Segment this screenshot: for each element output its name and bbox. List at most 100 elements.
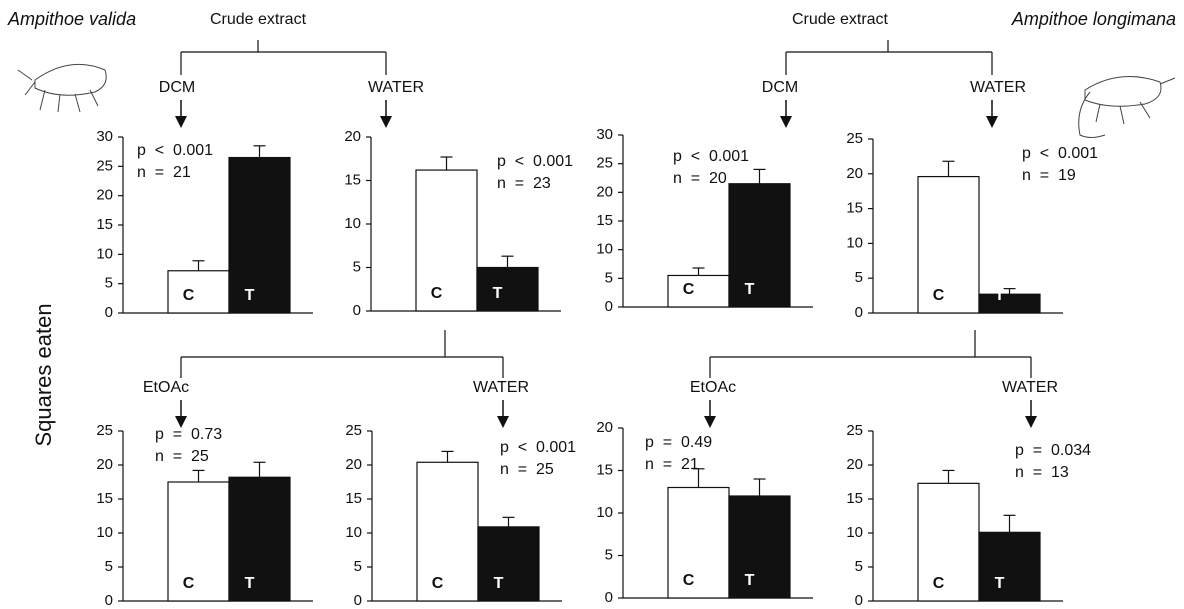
category-label: C: [183, 575, 195, 592]
arrow-head: [497, 416, 509, 428]
n-annotation: n = 25: [155, 448, 209, 465]
y-tick-label: 15: [96, 216, 113, 233]
bar: [417, 462, 478, 601]
bar: [477, 268, 538, 312]
y-tick-label: 25: [96, 157, 113, 174]
bar: [229, 158, 290, 313]
category-label: C: [183, 287, 195, 304]
category-label: T: [245, 575, 255, 592]
p-annotation: p < 0.001: [500, 439, 576, 456]
n-annotation: n = 21: [645, 456, 699, 473]
species-label: Ampithoe longimana: [1011, 9, 1176, 29]
y-tick-label: 0: [855, 592, 863, 609]
p-annotation: p = 0.49: [645, 434, 712, 451]
category-label: C: [933, 575, 945, 592]
y-tick-label: 0: [605, 298, 613, 315]
category-label: C: [933, 287, 945, 304]
y-tick-label: 5: [105, 275, 113, 292]
y-tick-label: 5: [855, 558, 863, 575]
p-annotation: p < 0.001: [137, 142, 213, 159]
extract-label: Crude extract: [210, 11, 307, 28]
fraction-label: WATER: [970, 79, 1026, 96]
y-tick-label: 20: [345, 456, 362, 473]
category-label: T: [745, 281, 755, 298]
y-tick-label: 10: [596, 241, 613, 258]
bar: [979, 532, 1040, 601]
category-label: C: [683, 281, 695, 298]
y-tick-label: 10: [345, 524, 362, 541]
figure: Ampithoe valida Crude extract Crude extr…: [0, 0, 1184, 609]
n-annotation: n = 19: [1022, 167, 1076, 184]
n-annotation: n = 13: [1015, 464, 1069, 481]
fraction-label: WATER: [1002, 379, 1058, 396]
arrow-head: [1025, 416, 1037, 428]
y-tick-label: 15: [846, 490, 863, 507]
n-annotation: n = 20: [673, 170, 727, 187]
y-tick-label: 15: [345, 490, 362, 507]
y-tick-label: 10: [846, 234, 863, 251]
arrow-head: [704, 416, 716, 428]
fraction-label: DCM: [762, 79, 798, 96]
y-tick-label: 5: [353, 258, 361, 275]
p-annotation: p < 0.001: [673, 148, 749, 165]
extract-label: Crude extract: [792, 11, 889, 28]
y-tick-label: 25: [846, 130, 863, 147]
y-tick-label: 5: [105, 558, 113, 575]
arrow-head: [175, 116, 187, 128]
flow-lines: [181, 40, 1031, 378]
y-tick-label: 0: [353, 302, 361, 319]
fraction-label: WATER: [473, 379, 529, 396]
y-tick-label: 10: [96, 524, 113, 541]
n-annotation: n = 23: [497, 175, 551, 192]
y-tick-label: 10: [344, 215, 361, 232]
y-tick-label: 0: [354, 592, 362, 609]
bar: [168, 271, 229, 313]
bar: [478, 527, 539, 601]
y-tick-label: 20: [96, 187, 113, 204]
bar: [668, 275, 729, 307]
fraction-label: DCM: [159, 79, 195, 96]
p-annotation: p = 0.73: [155, 426, 222, 443]
bar: [918, 177, 979, 313]
bar: [668, 488, 729, 599]
y-tick-label: 5: [605, 546, 613, 563]
y-tick-label: 25: [96, 422, 113, 439]
y-tick-label: 0: [105, 304, 113, 321]
bar: [416, 170, 477, 311]
y-tick-label: 30: [96, 128, 113, 145]
fraction-label: WATER: [368, 79, 424, 96]
y-tick-label: 10: [96, 245, 113, 262]
bar: [918, 483, 979, 601]
y-tick-label: 0: [605, 589, 613, 606]
bar: [729, 184, 790, 307]
y-tick-label: 15: [96, 490, 113, 507]
category-label: C: [431, 285, 443, 302]
y-tick-label: 20: [596, 183, 613, 200]
y-axis-label: Squares eaten: [31, 303, 56, 446]
category-label: T: [493, 285, 503, 302]
bar: [168, 482, 229, 601]
category-label: T: [494, 575, 504, 592]
y-tick-label: 10: [846, 524, 863, 541]
p-annotation: p < 0.001: [497, 153, 573, 170]
y-tick-label: 25: [345, 422, 362, 439]
y-tick-label: 0: [105, 592, 113, 609]
y-tick-label: 20: [596, 419, 613, 436]
arrow-head: [780, 116, 792, 128]
y-tick-label: 10: [596, 504, 613, 521]
category-label: T: [995, 287, 1005, 304]
category-label: C: [683, 572, 695, 589]
fraction-label: EtOAc: [143, 379, 189, 396]
y-tick-label: 20: [344, 128, 361, 145]
n-annotation: n = 21: [137, 164, 191, 181]
y-tick-label: 20: [96, 456, 113, 473]
y-tick-label: 0: [855, 304, 863, 321]
bar: [979, 294, 1040, 313]
arrow-head: [380, 116, 392, 128]
category-label: C: [432, 575, 444, 592]
bar: [729, 496, 790, 598]
y-tick-label: 5: [605, 269, 613, 286]
y-tick-label: 20: [846, 165, 863, 182]
y-tick-label: 15: [596, 212, 613, 229]
y-tick-label: 25: [846, 422, 863, 439]
